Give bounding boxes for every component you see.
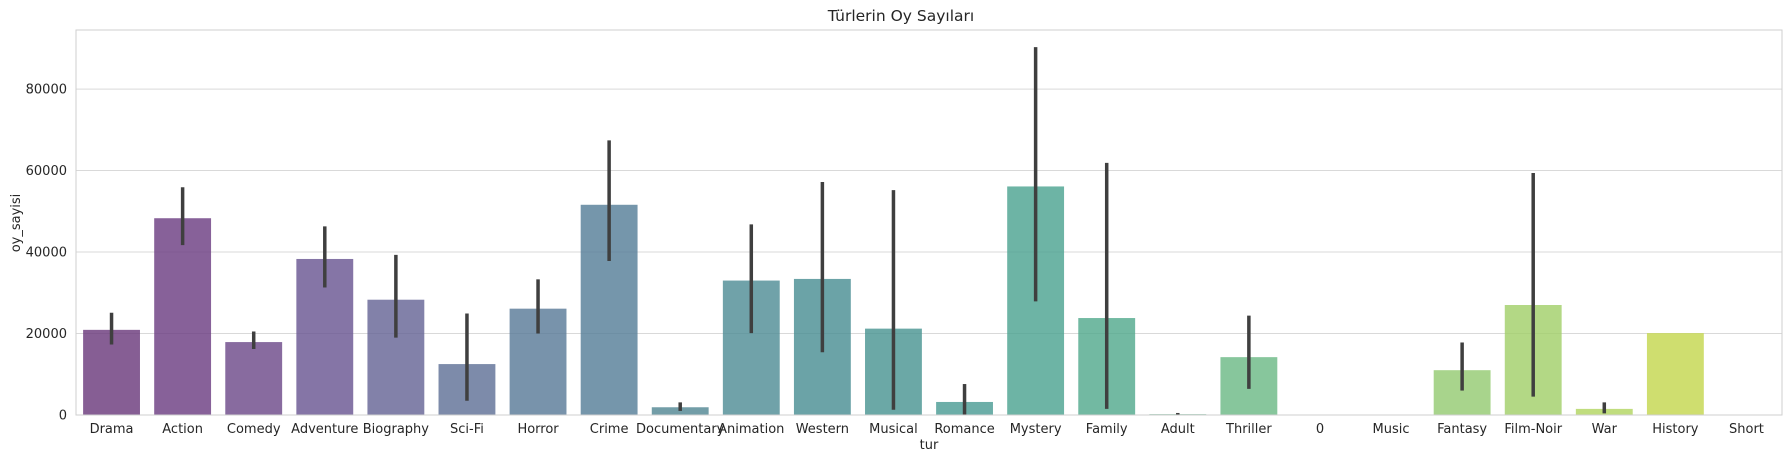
x-tick-label: Short <box>1729 422 1764 437</box>
bar-documentary <box>651 407 709 415</box>
x-tick-label: Crime <box>590 422 629 437</box>
x-tick-label: Comedy <box>227 422 281 437</box>
y-tick-label: 80000 <box>26 83 67 98</box>
x-tick-label: Music <box>1373 422 1410 437</box>
x-tick-label: Animation <box>718 422 784 437</box>
bars <box>83 186 1704 415</box>
x-tick-label: Thriller <box>1225 422 1272 437</box>
y-tick-label: 20000 <box>26 327 67 342</box>
x-tick-label: Biography <box>363 422 430 437</box>
x-tick-label: War <box>1592 422 1618 437</box>
x-tick-label: Family <box>1086 422 1128 437</box>
error-bars <box>109 47 1607 415</box>
x-tick-label: Western <box>796 422 849 437</box>
x-tick-labels: Drama Action Comedy Adventure Biography Sci-F… <box>90 422 1764 437</box>
x-tick-label: Sci-Fi <box>450 422 484 437</box>
y-tick-label: 0 <box>59 409 67 424</box>
x-tick-label: Romance <box>934 422 994 437</box>
x-tick-label: Adult <box>1161 422 1195 437</box>
x-tick-label: Documentary <box>636 422 725 437</box>
x-tick-label: Musical <box>869 422 918 437</box>
x-tick-label: Adventure <box>291 422 358 437</box>
bar-history <box>1646 333 1704 415</box>
plot-frame <box>75 29 1783 416</box>
x-axis-title: tur <box>920 438 939 453</box>
y-tick-label: 40000 <box>26 246 67 261</box>
y-tick-label: 60000 <box>26 164 67 179</box>
x-tick-label: Mystery <box>1010 422 1062 437</box>
x-tick-label: History <box>1652 422 1699 437</box>
bar-action <box>154 218 212 415</box>
y-axis-title: oy_sayisi <box>9 194 24 253</box>
x-tick-label: Fantasy <box>1437 422 1487 437</box>
y-tick-labels: 0 20000 40000 60000 80000 <box>26 83 67 424</box>
chart-title: Türlerin Oy Sayıları <box>827 7 974 25</box>
x-tick-label: Drama <box>90 422 134 437</box>
x-tick-label: 0 <box>1316 422 1324 437</box>
x-tick-label: Action <box>162 422 203 437</box>
bar-comedy <box>225 342 283 415</box>
x-tick-label: Film-Noir <box>1504 422 1562 437</box>
x-tick-label: Horror <box>517 422 559 437</box>
